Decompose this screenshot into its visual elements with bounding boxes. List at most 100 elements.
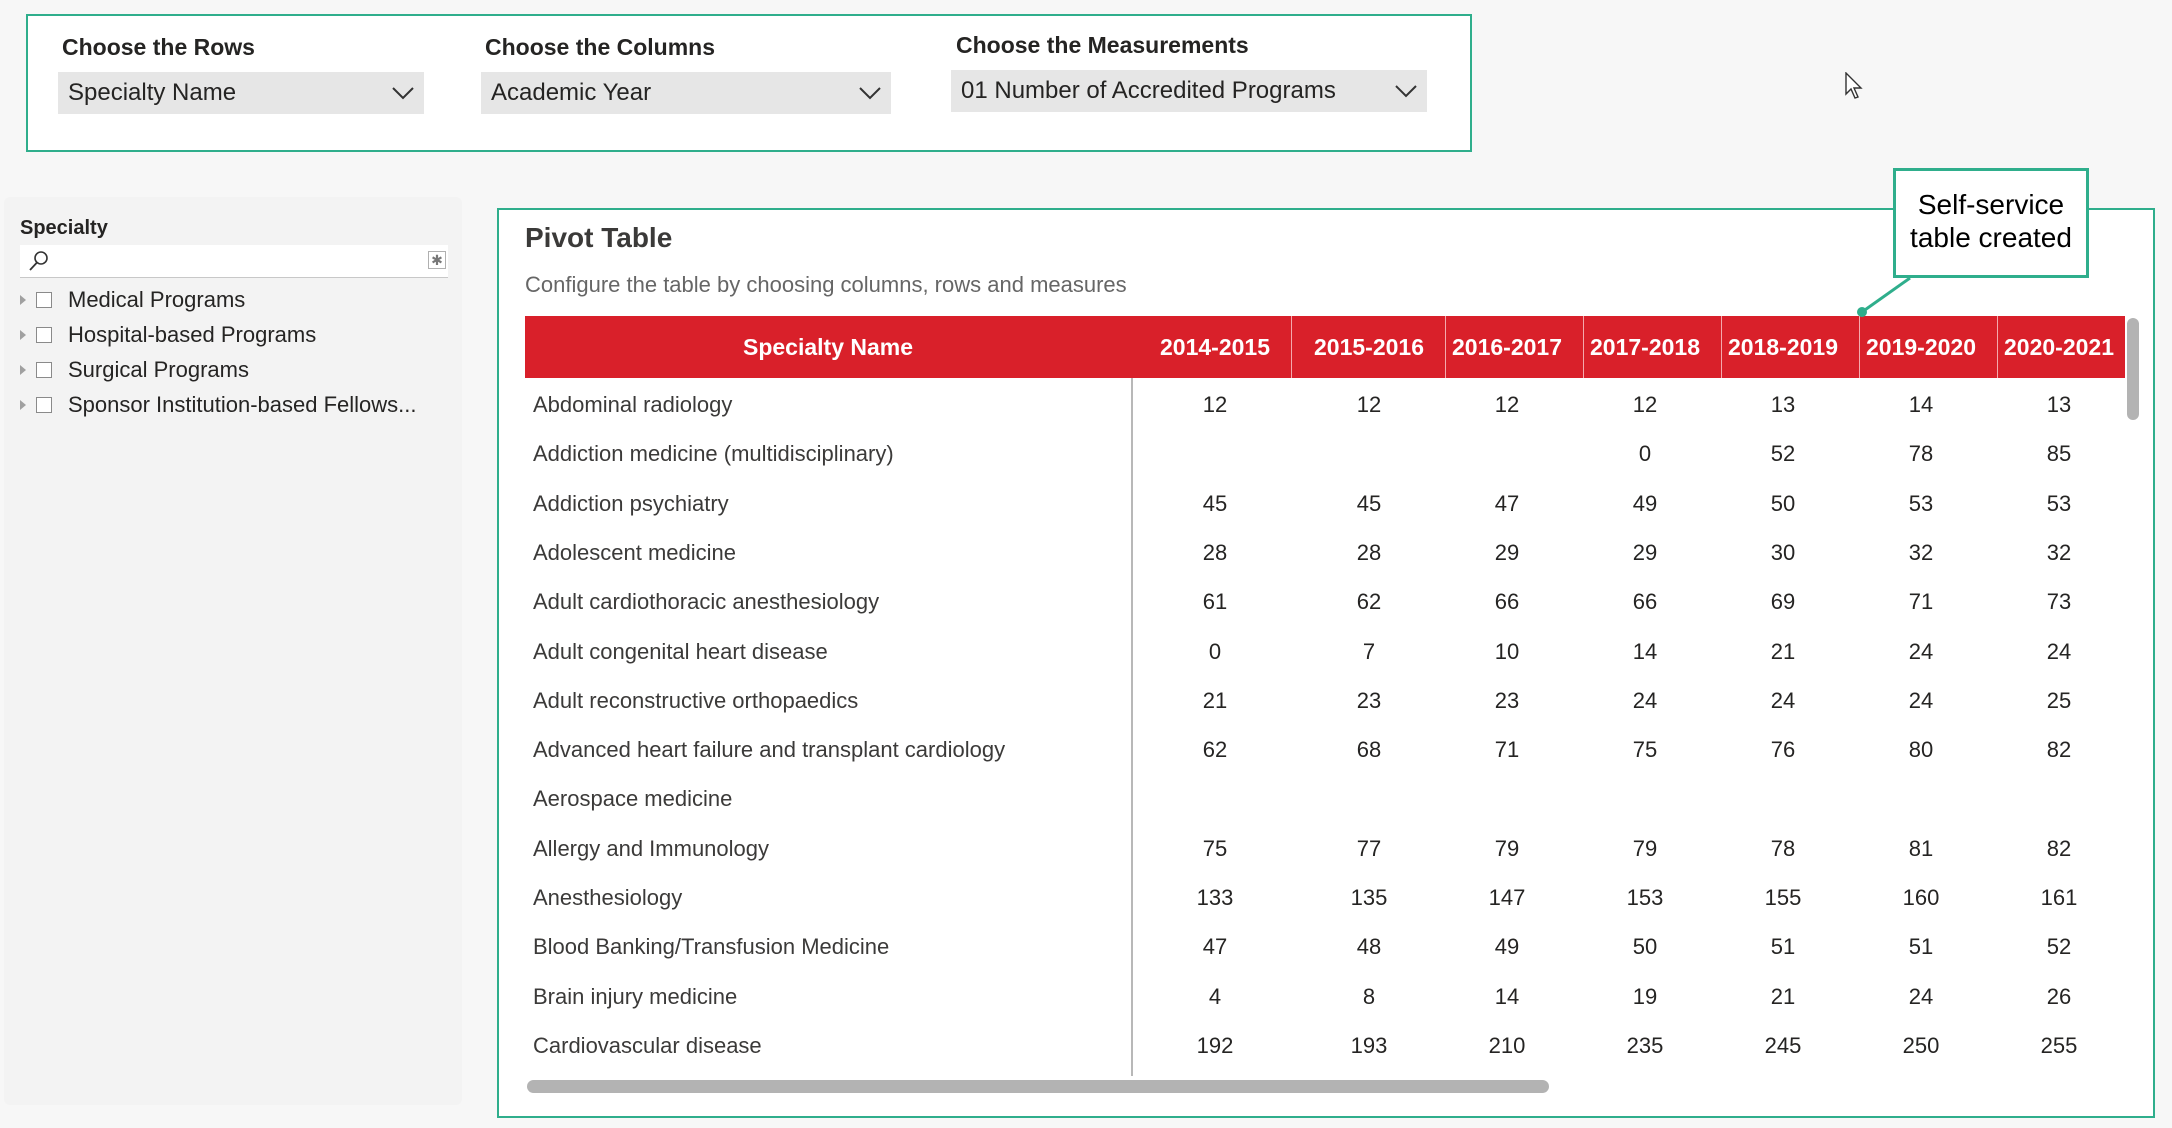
table-cell: 25 <box>2046 688 2072 713</box>
header-separator <box>1997 316 1998 378</box>
row-header: Adult reconstructive orthopaedics <box>533 688 859 713</box>
table-cell: 45 <box>1356 491 1382 516</box>
table-cell: 24 <box>1908 688 1934 713</box>
checkbox[interactable] <box>36 292 52 308</box>
column-header-year[interactable]: 2017-2018 <box>1590 334 1700 360</box>
row-header: Adolescent medicine <box>533 540 737 565</box>
table-cell: 51 <box>1908 934 1934 959</box>
measurements-dropdown[interactable]: 01 Number of Accredited Programs <box>951 70 1427 112</box>
table-cell: 29 <box>1494 540 1520 565</box>
table-cell: 32 <box>2046 540 2072 565</box>
column-header-year[interactable]: 2018-2019 <box>1728 334 1838 360</box>
slicer-item[interactable]: Surgical Programs <box>20 355 249 385</box>
table-cell: 28 <box>1202 540 1228 565</box>
slicer-item[interactable]: Medical Programs <box>20 285 245 315</box>
clear-selection-icon[interactable]: ✱ <box>428 251 446 269</box>
annotation-callout: Self-service table created <box>1893 168 2089 278</box>
row-header: Addiction psychiatry <box>533 491 729 516</box>
table-cell: 21 <box>1202 688 1228 713</box>
table-cell: 14 <box>1494 984 1520 1009</box>
table-cell: 75 <box>1202 836 1228 861</box>
horizontal-scrollbar[interactable] <box>527 1080 1549 1093</box>
table-cell: 78 <box>1908 441 1934 466</box>
table-cell: 12 <box>1202 392 1228 417</box>
column-header-year[interactable]: 2014-2015 <box>1160 334 1270 360</box>
slicer-item-label: Sponsor Institution-based Fellows... <box>68 392 417 417</box>
table-cell: 193 <box>1350 1033 1388 1058</box>
table-cell: 45 <box>1202 491 1228 516</box>
table-cell: 0 <box>1638 441 1652 466</box>
table-cell: 85 <box>2046 441 2072 466</box>
table-cell: 47 <box>1202 934 1228 959</box>
table-cell: 161 <box>2040 885 2078 910</box>
chevron-down-icon <box>382 72 424 114</box>
table-cell: 48 <box>1356 934 1382 959</box>
table-cell: 53 <box>1908 491 1934 516</box>
table-cell: 79 <box>1632 836 1658 861</box>
search-icon <box>28 250 50 277</box>
table-cell: 71 <box>1494 737 1520 762</box>
table-cell: 24 <box>1632 688 1658 713</box>
row-header: Blood Banking/Transfusion Medicine <box>533 934 890 959</box>
chevron-down-icon <box>849 72 891 114</box>
table-cell: 160 <box>1902 885 1940 910</box>
table-cell: 12 <box>1494 392 1520 417</box>
table-cell: 76 <box>1770 737 1796 762</box>
table-cell: 12 <box>1356 392 1382 417</box>
column-header-year[interactable]: 2016-2017 <box>1452 334 1562 360</box>
expand-triangle-icon[interactable] <box>20 295 26 305</box>
vertical-scrollbar[interactable] <box>2127 318 2139 420</box>
checkbox[interactable] <box>36 327 52 343</box>
table-cell: 32 <box>1908 540 1934 565</box>
table-cell: 24 <box>2046 639 2072 664</box>
table-cell: 61 <box>1202 589 1228 614</box>
measurements-label: Choose the Measurements <box>956 32 1249 58</box>
slicer-item[interactable]: Sponsor Institution-based Fellows... <box>20 390 417 420</box>
table-cell: 52 <box>1770 441 1796 466</box>
checkbox[interactable] <box>36 362 52 378</box>
slicer-item[interactable]: Hospital-based Programs <box>20 320 316 350</box>
row-header: Anesthesiology <box>533 885 683 910</box>
table-cell: 23 <box>1356 688 1382 713</box>
pivot-title: Pivot Table <box>525 222 673 253</box>
table-cell: 4 <box>1208 984 1222 1009</box>
table-cell: 30 <box>1770 540 1796 565</box>
column-header-year[interactable]: 2019-2020 <box>1866 334 1976 360</box>
table-cell: 14 <box>1632 639 1658 664</box>
table-cell: 135 <box>1350 885 1388 910</box>
rows-dropdown[interactable]: Specialty Name <box>58 72 424 114</box>
slicer-item-label: Surgical Programs <box>68 357 249 382</box>
table-cell: 82 <box>2046 836 2072 861</box>
table-cell: 255 <box>2040 1033 2078 1058</box>
selector-panel: Choose the Rows Specialty Name Choose th… <box>26 14 1472 152</box>
header-separator <box>1445 316 1446 378</box>
column-header-specialty[interactable]: Specialty Name <box>742 334 914 360</box>
slicer-search-input[interactable]: ✱ <box>20 245 448 278</box>
row-header: Adult congenital heart disease <box>533 639 828 664</box>
table-cell: 52 <box>2046 934 2072 959</box>
table-cell: 53 <box>2046 491 2072 516</box>
header-separator <box>1583 316 1584 378</box>
table-cell: 68 <box>1356 737 1382 762</box>
table-cell: 147 <box>1488 885 1526 910</box>
row-header: Abdominal radiology <box>533 392 733 417</box>
table-cell: 29 <box>1632 540 1658 565</box>
column-header-year[interactable]: 2020-2021 <box>2004 334 2114 360</box>
table-cell: 153 <box>1626 885 1664 910</box>
table-cell: 245 <box>1764 1033 1802 1058</box>
columns-dropdown[interactable]: Academic Year <box>481 72 891 114</box>
expand-triangle-icon[interactable] <box>20 400 26 410</box>
header-separator <box>1859 316 1860 378</box>
columns-label: Choose the Columns <box>485 34 716 60</box>
checkbox[interactable] <box>36 397 52 413</box>
table-cell: 24 <box>1770 688 1796 713</box>
column-header-year[interactable]: 2015-2016 <box>1314 334 1424 360</box>
table-cell: 192 <box>1196 1033 1234 1058</box>
rows-label: Choose the Rows <box>62 34 255 60</box>
expand-triangle-icon[interactable] <box>20 330 26 340</box>
columns-dropdown-value: Academic Year <box>491 79 652 106</box>
expand-triangle-icon[interactable] <box>20 365 26 375</box>
table-cell: 79 <box>1494 836 1520 861</box>
table-cell: 210 <box>1488 1033 1526 1058</box>
table-cell: 23 <box>1494 688 1520 713</box>
